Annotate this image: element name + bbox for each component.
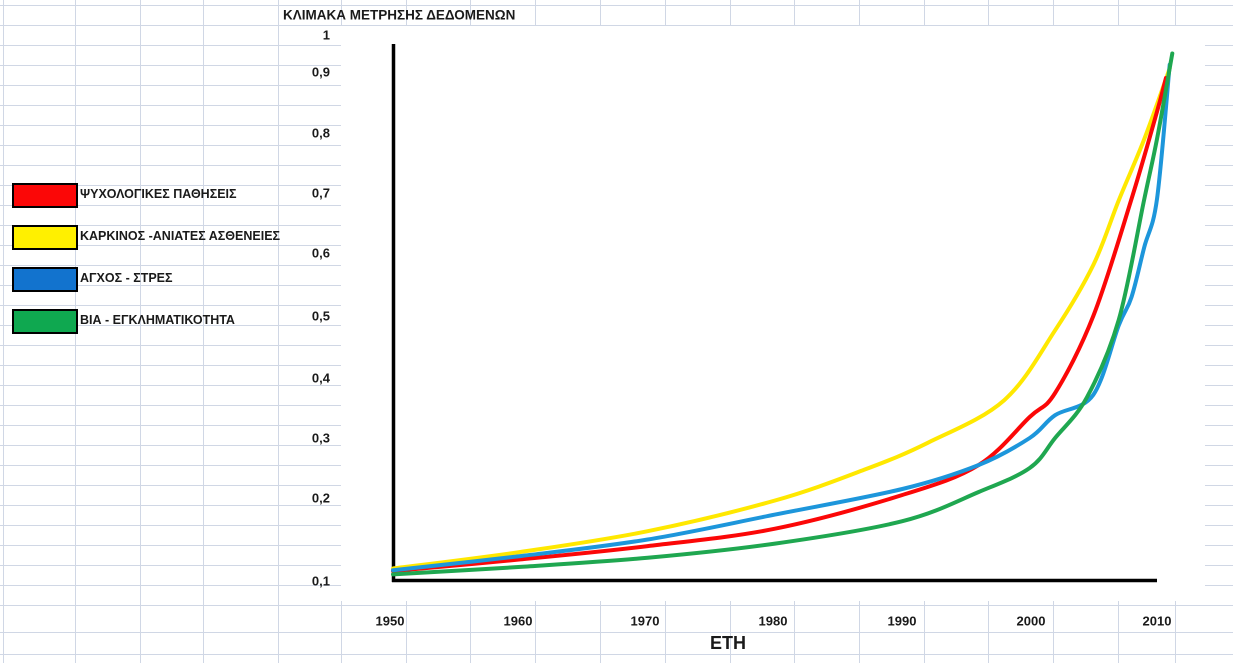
legend-label-cancer: ΚΑΡΚΙΝΟΣ -ΑΝΙΑΤΕΣ ΑΣΘΕΝΕΙΕΣ [80,228,281,243]
y-tick-label: 0,6 [311,245,330,261]
x-tick-label: 2000 [1016,613,1046,629]
x-axis-title: ΕΤΗ [710,633,746,653]
chart-area [341,26,1205,601]
legend-swatch-psychological [12,183,78,208]
y-tick-label: 1 [322,27,330,43]
y-tick-label: 0,7 [311,185,330,201]
chart-title: ΚΛΙΜΑΚΑ ΜΕΤΡΗΣΗΣ ΔΕΔΟΜΕΝΩΝ [283,7,516,23]
y-tick-label: 0,5 [311,308,330,324]
y-tick-label: 0,8 [311,125,330,141]
curve-anxiety [391,62,1172,573]
x-tick-label: 1980 [758,613,788,629]
legend-swatch-violence [12,309,78,334]
x-tick-label: 1950 [375,613,405,629]
legend-label-anxiety: ΑΓΧΟΣ - ΣΤΡΕΣ [80,270,173,285]
y-tick-label: 0,2 [311,490,330,506]
x-tick-label: 1990 [887,613,917,629]
legend-swatch-cancer [12,225,78,250]
y-tick-label: 0,3 [311,430,330,446]
y-tick-label: 0,1 [311,573,330,589]
legend-swatch-anxiety [12,267,78,292]
x-tick-label: 2010 [1142,613,1172,629]
x-tick-label: 1960 [503,613,533,629]
y-tick-label: 0,9 [311,64,330,80]
legend-label-violence: ΒΙΑ - ΕΓΚΛΗΜΑΤΙΚΟΤΗΤΑ [80,312,235,327]
x-tick-label: 1970 [630,613,660,629]
y-tick-label: 0,4 [311,370,330,386]
curve-violence [391,51,1175,577]
curve-cancer [391,66,1172,571]
legend-label-psychological: ΨΥΧΟΛΟΓΙΚΕΣ ΠΑΘΗΣΕΙΣ [80,186,237,201]
